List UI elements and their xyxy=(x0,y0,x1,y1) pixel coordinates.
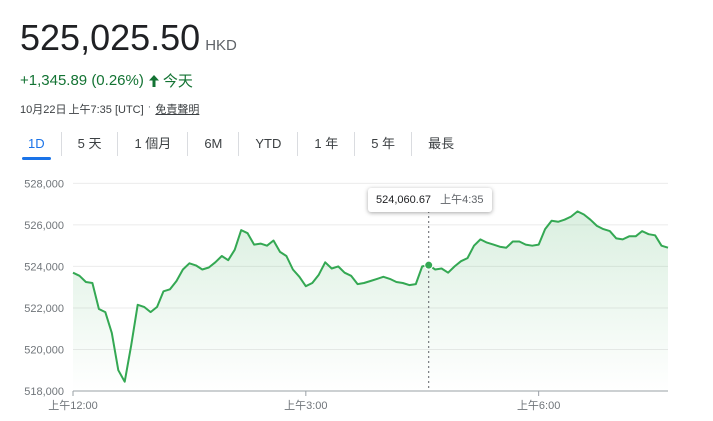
quote-meta: 10月22日 上午7:35 [UTC] · 免責聲明 xyxy=(20,101,199,117)
x-tick-label: 上午6:00 xyxy=(517,399,560,412)
tooltip-value: 524,060.67 xyxy=(376,194,432,206)
tooltip-time: 上午4:35 xyxy=(440,194,484,206)
x-tick-label: 上午3:00 xyxy=(284,399,327,412)
quote-time: 上午7:35 [UTC] xyxy=(68,104,144,116)
quote-header: 525,025.50 HKD xyxy=(20,16,237,60)
tab-1m[interactable]: 1 個月 xyxy=(118,132,189,156)
y-tick-label: 520,000 xyxy=(24,344,64,356)
y-tick-label: 524,000 xyxy=(24,261,64,273)
y-tick-label: 518,000 xyxy=(24,386,64,398)
tab-max[interactable]: 最長 xyxy=(428,136,455,151)
change-value: +1,345.89 (0.26%) xyxy=(20,72,144,89)
change-period: 今天 xyxy=(162,73,193,90)
meta-separator: · xyxy=(147,101,152,113)
tab-ytd[interactable]: YTD xyxy=(239,132,299,156)
arrow-up-icon xyxy=(148,74,159,87)
y-tick-label: 522,000 xyxy=(24,303,64,315)
tab-5d[interactable]: 5 天 xyxy=(62,132,119,156)
y-tick-label: 528,000 xyxy=(24,178,64,190)
disclaimer-link[interactable]: 免責聲明 xyxy=(155,104,200,116)
price-line xyxy=(72,210,669,383)
tab-5y[interactable]: 5 年 xyxy=(355,132,413,156)
tab-1d[interactable]: 1D xyxy=(20,132,62,160)
price-change: +1,345.89 (0.26%) 今天 xyxy=(20,70,193,91)
x-tick-label: 上午12:00 xyxy=(48,399,98,412)
y-tick-label: 526,000 xyxy=(24,220,64,232)
currency-code: HKD xyxy=(205,37,237,54)
current-price: 525,025.50 xyxy=(20,17,201,58)
price-chart[interactable]: 518,000 520,000 522,000 524,000 526,000 528,0… xyxy=(0,161,713,421)
chart-tooltip: 524,060.67 上午4:35 xyxy=(368,188,492,212)
quote-date: 10月22日 xyxy=(20,104,67,116)
hover-point xyxy=(424,260,434,270)
tab-1y[interactable]: 1 年 xyxy=(298,132,356,156)
price-area xyxy=(73,211,668,391)
tab-6m[interactable]: 6M xyxy=(188,132,240,156)
range-tabs: 1D 5 天 1 個月 6M YTD 1 年 5 年 最長 xyxy=(20,131,470,160)
